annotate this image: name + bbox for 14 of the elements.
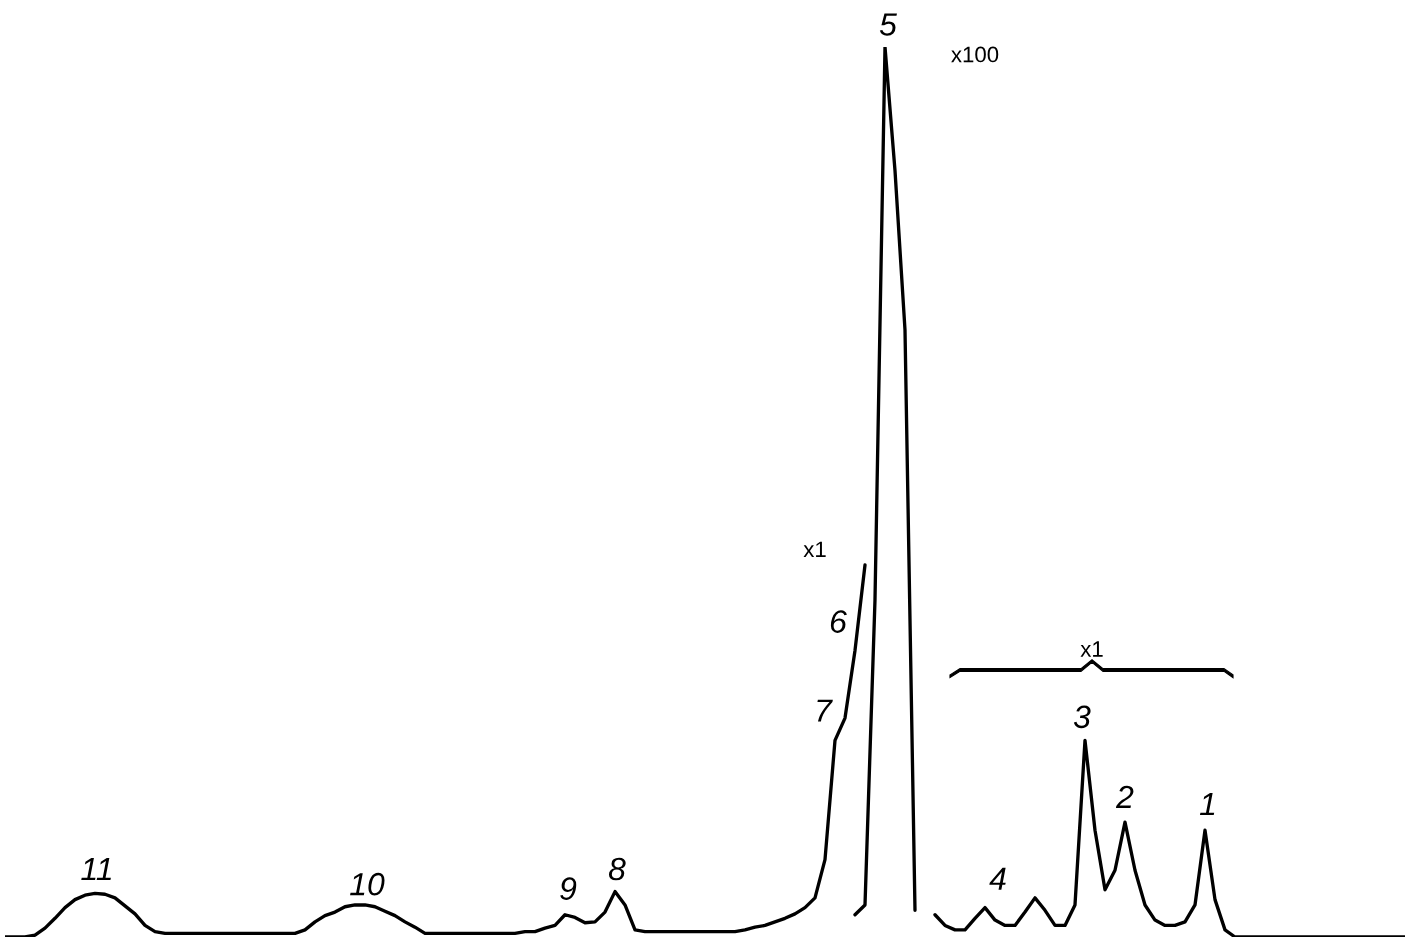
text: 5 — [879, 13, 897, 36]
annotation: 2 — [1115, 785, 1134, 808]
annotation: 8 — [608, 857, 626, 881]
annotation: 11 — [81, 858, 111, 881]
annotation: 6 — [830, 610, 847, 633]
annotation: x1 — [803, 541, 826, 557]
annotation: 4 — [989, 867, 1006, 890]
annotation: x1 — [1080, 641, 1103, 657]
annotation: 1 — [1199, 793, 1215, 816]
annotation: 7 — [817, 699, 833, 722]
annotation: x100 — [951, 46, 999, 63]
annotation: 10 — [350, 872, 385, 896]
annotation: 3 — [1073, 705, 1091, 729]
annotation: 9 — [560, 877, 577, 900]
